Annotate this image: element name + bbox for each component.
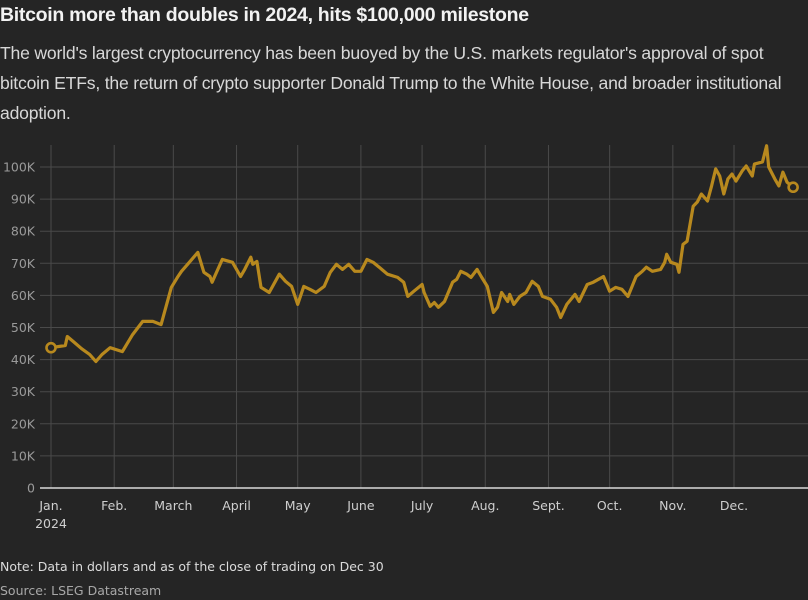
y-tick-label: 30K xyxy=(11,384,36,399)
x-tick-label: March xyxy=(154,498,192,513)
series-line-bitcoin xyxy=(49,144,795,364)
x-tick-label: Aug. xyxy=(471,498,499,513)
end-point-marker xyxy=(787,181,799,194)
y-tick-label: 90K xyxy=(11,192,36,207)
y-axis-tick-labels: 0 10K 20K 30K 40K 50K 60K 70K 80K 90K 100K xyxy=(3,160,36,496)
x-tick-label: June xyxy=(346,498,375,513)
y-tick-label: 20K xyxy=(11,416,36,431)
x-tick-label: Nov. xyxy=(659,498,686,513)
chart-subtitle: The world's largest cryptocurrency has b… xyxy=(0,43,782,123)
line-chart: 0 10K 20K 30K 40K 50K 60K 70K 80K 90K 100K Jan. Feb… xyxy=(3,144,808,531)
x-tick-label: Feb. xyxy=(101,498,127,513)
x-tick-label: Sept. xyxy=(532,498,564,513)
x-tick-label: Jan. xyxy=(38,498,62,513)
chart-note: Note: Data in dollars and as of the clos… xyxy=(0,559,384,574)
x-tick-label: April xyxy=(222,498,251,513)
y-tick-label: 40K xyxy=(11,352,36,367)
y-tick-label: 100K xyxy=(3,160,36,175)
y-tick-label: 60K xyxy=(11,288,36,303)
x-tick-label: May xyxy=(285,498,311,513)
x-tick-label: July xyxy=(410,498,434,513)
y-tick-label: 0 xyxy=(27,481,35,496)
vertical-gridlines xyxy=(50,145,735,488)
y-tick-label: 70K xyxy=(11,256,36,271)
y-tick-label: 80K xyxy=(11,224,36,239)
x-tick-label: Dec. xyxy=(720,498,748,513)
chart-source: Source: LSEG Datastream xyxy=(0,583,162,598)
x-axis-tick-labels: Jan. Feb. March April May June July Aug. Sept. Oc… xyxy=(38,498,748,513)
y-tick-label: 50K xyxy=(11,320,36,335)
x-axis-year-label: 2024 xyxy=(35,516,67,531)
start-point-marker xyxy=(45,341,57,354)
y-tick-label: 10K xyxy=(11,448,36,463)
chart-title: Bitcoin more than doubles in 2024, hits … xyxy=(0,4,529,26)
x-tick-label: Oct. xyxy=(597,498,623,513)
